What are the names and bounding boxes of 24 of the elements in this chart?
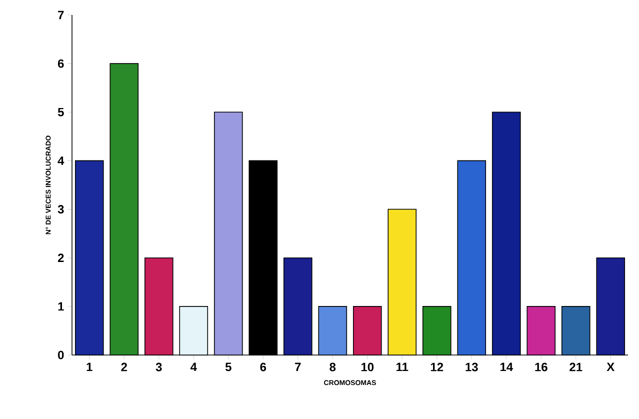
y-tick-label: 0	[58, 350, 64, 360]
y-tick-label: 6	[58, 59, 64, 68]
y-tick-label: 1	[58, 302, 64, 311]
x-tick-label: 7	[295, 362, 301, 372]
x-tick-label: 2	[121, 362, 127, 372]
y-tick-label: 7	[58, 10, 64, 20]
y-tick-label: 3	[58, 205, 64, 214]
x-tick-label: 12	[430, 362, 444, 372]
x-tick-label: 21	[570, 362, 582, 372]
x-tick-label: 10	[361, 362, 374, 372]
x-tick-label: 1	[86, 362, 92, 372]
y-tick-label: 5	[58, 108, 64, 116]
x-tick-label: 3	[156, 362, 162, 372]
x-tick-label: 6	[260, 362, 266, 372]
x-tick-label: X	[606, 362, 615, 372]
y-tick-label: 2	[58, 254, 64, 262]
x-tick-label: 13	[466, 362, 478, 372]
x-tick-label: 14	[500, 362, 513, 372]
x-tick-label: 8	[330, 362, 336, 372]
x-tick-label: 5	[225, 362, 232, 372]
x-tick-label: 4	[190, 362, 197, 372]
x-tick-label: 16	[535, 362, 548, 372]
y-tick-label: 4	[58, 156, 64, 165]
x-tick-label: 11	[396, 362, 408, 372]
